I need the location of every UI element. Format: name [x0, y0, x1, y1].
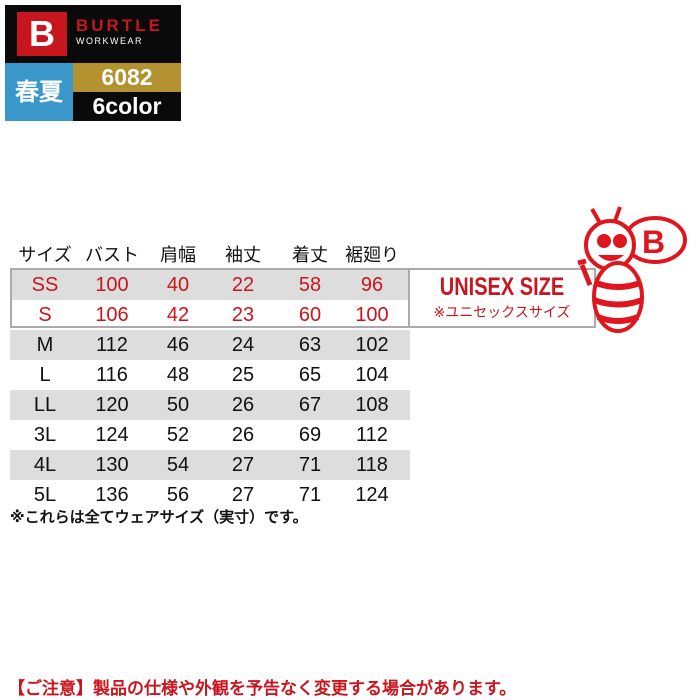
measurement-cell: 25	[231, 364, 255, 386]
table-row: LL 120 50 26 67 108	[10, 390, 410, 420]
measurement-cell: 67	[298, 394, 322, 416]
season-badge: 春夏	[5, 63, 73, 121]
size-cell: M	[36, 334, 54, 356]
measurement-cell: 120	[95, 394, 129, 416]
measurement-cell: 116	[96, 364, 128, 386]
size-cell: 4L	[33, 454, 57, 476]
size-cell: 3L	[33, 424, 57, 446]
measurement-cell: 102	[355, 334, 389, 356]
measurement-cell: 96	[360, 274, 384, 296]
table-row: L 116 48 25 65 104	[10, 360, 410, 390]
model-number: 6082	[73, 63, 181, 92]
measurement-cell: 56	[166, 484, 190, 506]
measurement-cell: 71	[298, 454, 322, 476]
measurement-cell: 112	[356, 424, 388, 446]
measurement-cell: 60	[298, 304, 322, 326]
measurement-cell: 27	[231, 484, 255, 506]
table-row: 3L 124 52 26 69 112	[10, 420, 410, 450]
measurement-cell: 100	[95, 274, 129, 296]
measurement-cell: 130	[95, 454, 129, 476]
brand-subtitle: WORKWEAR	[76, 36, 143, 46]
table-row: 4L 130 54 27 71 118	[10, 450, 410, 480]
unisex-subtitle: ※ユニセックスサイズ	[433, 305, 571, 321]
measurement-cell: 24	[231, 334, 255, 356]
measurement-cell: 27	[231, 454, 255, 476]
bee-mascot-icon: B	[577, 206, 687, 333]
column-header: バスト	[85, 245, 139, 266]
measurement-cell: 50	[166, 394, 190, 416]
measurement-cell: 26	[231, 394, 255, 416]
table-row: M 112 46 24 63 102	[10, 330, 410, 360]
size-cell: LL	[33, 394, 57, 416]
column-header: サイズ	[18, 245, 72, 266]
measurement-cell: 46	[166, 334, 190, 356]
measurement-cell: 106	[95, 304, 129, 326]
measurement-cell: 63	[298, 334, 322, 356]
table-row: SS 100 40 22 58 96	[10, 270, 410, 300]
size-cell: SS	[31, 274, 59, 296]
column-header: 着丈	[292, 245, 328, 266]
measurement-cell: 69	[298, 424, 322, 446]
measurement-cell: 48	[166, 364, 190, 386]
disclaimer-footer: 【ご注意】製品の仕様や外観を予告なく変更する場合があります。	[8, 679, 517, 699]
size-cell: S	[38, 304, 52, 326]
brand-logo-mark: B	[17, 12, 67, 56]
column-header: 裾廻り	[345, 245, 399, 266]
unisex-rows-border	[10, 268, 410, 328]
measurement-note: ※これらは全てウェアサイズ（実寸）です。	[10, 508, 308, 526]
measurement-cell: 52	[166, 424, 190, 446]
brand-name: BURTLE	[76, 16, 163, 35]
measurement-cell: 118	[356, 454, 388, 476]
measurement-cell: 40	[166, 274, 190, 296]
measurement-cell: 58	[298, 274, 322, 296]
measurement-cell: 104	[355, 364, 389, 386]
column-header: 袖丈	[225, 245, 261, 266]
table-row: S 106 42 23 60 100	[10, 300, 410, 330]
svg-text:B: B	[642, 224, 665, 260]
measurement-cell: 112	[96, 334, 128, 356]
unisex-label: UNISEX SIZE ※ユニセックスサイズ	[410, 268, 596, 328]
color-count: 6color	[73, 92, 181, 121]
measurement-cell: 136	[95, 484, 129, 506]
measurement-cell: 100	[355, 304, 389, 326]
table-row: 5L 136 56 27 71 124	[10, 480, 410, 510]
measurement-cell: 124	[95, 424, 129, 446]
measurement-cell: 108	[355, 394, 389, 416]
size-cell: L	[39, 364, 51, 386]
measurement-cell: 71	[298, 484, 322, 506]
measurement-cell: 22	[231, 274, 255, 296]
unisex-title: UNISEX SIZE	[439, 273, 565, 301]
measurement-cell: 23	[231, 304, 255, 326]
size-cell: 5L	[33, 484, 57, 506]
measurement-cell: 124	[355, 484, 389, 506]
measurement-cell: 54	[166, 454, 190, 476]
measurement-cell: 65	[298, 364, 322, 386]
measurement-cell: 42	[166, 304, 190, 326]
column-header: 肩幅	[160, 245, 196, 266]
measurement-cell: 26	[231, 424, 255, 446]
table-header: サイズ バスト 肩幅 袖丈 着丈 裾廻り	[10, 244, 410, 268]
